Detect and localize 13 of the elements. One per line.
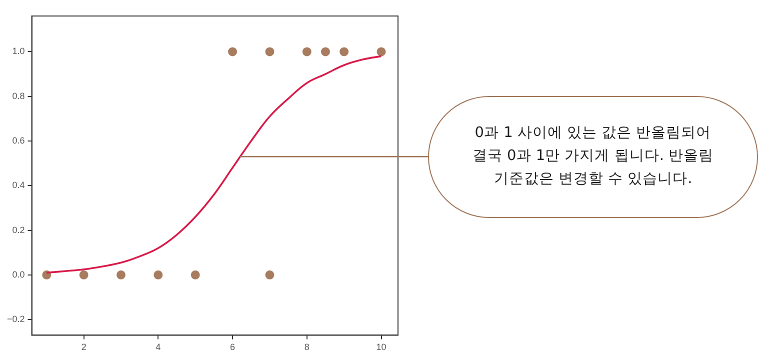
x-tick-label: 10	[376, 342, 386, 352]
y-tick-label: −0.2	[6, 314, 25, 324]
y-tick-label: 0.8	[12, 90, 25, 101]
y-tick-label: 0.2	[12, 224, 25, 235]
x-tick-label: 2	[81, 342, 86, 352]
x-tick-label: 6	[230, 342, 236, 352]
y-tick-label: 0.6	[12, 135, 25, 146]
x-tick-label: 8	[304, 342, 310, 352]
x-tick-label: 4	[156, 342, 161, 352]
y-tick-label: 1.0	[12, 46, 25, 56]
annotation: 0과 1 사이에 있는 값은 반올림되어 결국 0과 1만 가지게 됩니다. 반올림 기준값은 변경할 수 있습니다.	[471, 124, 715, 190]
y-tick-label: 0.4	[12, 180, 25, 190]
y-tick-label: 0.0	[12, 269, 25, 280]
